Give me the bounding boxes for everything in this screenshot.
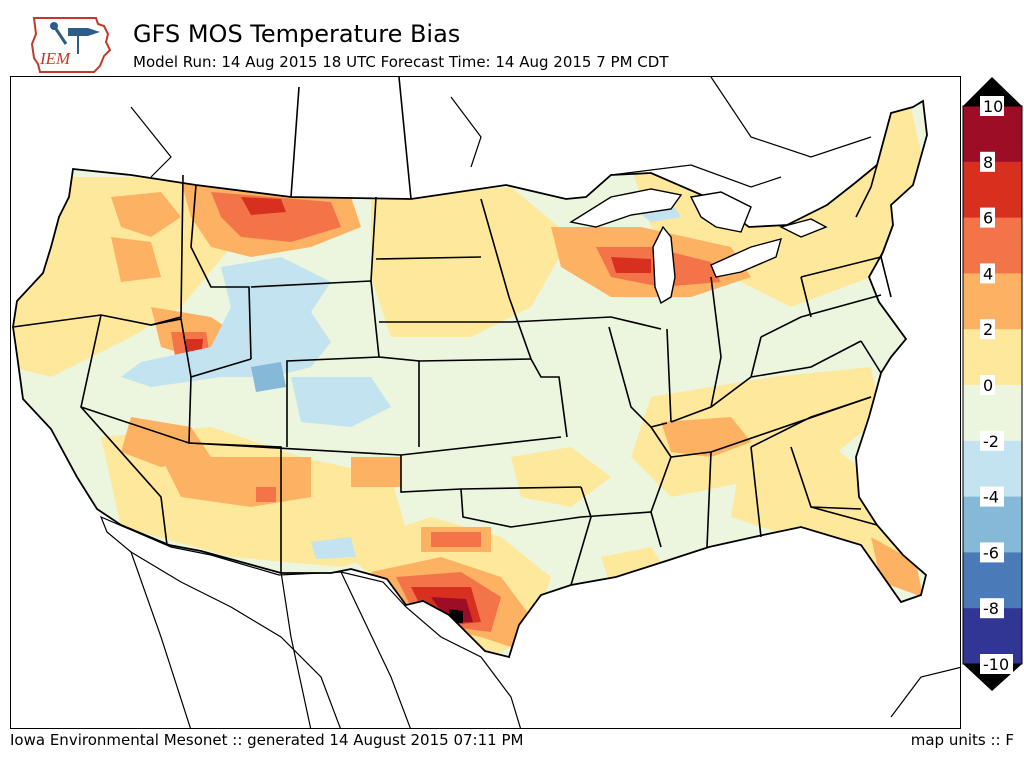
- us-outline: [12, 99, 928, 659]
- great-lakes: [569, 188, 828, 305]
- colorbar-graphic: 10 8 6 4 2 0 -2 -4 -6 -8 -10: [962, 77, 1023, 691]
- colorbar-tick-label: -2: [983, 432, 999, 451]
- colorbar-tick-label: -10: [983, 655, 1009, 674]
- logo-text: IEM: [39, 49, 71, 68]
- colorbar-tick-label: 8: [983, 153, 993, 172]
- country-borders: [130, 77, 960, 728]
- colorbar-tick-label: -8: [983, 599, 999, 618]
- state-boundaries: [12, 77, 894, 586]
- colorbar-over-arrow: [963, 77, 1022, 106]
- colorbar: 10 8 6 4 2 0 -2 -4 -6 -8 -10: [962, 76, 1024, 692]
- map-panel: [10, 76, 961, 729]
- colorbar-tick-label: 4: [983, 264, 993, 283]
- colorbar-tick-label: 2: [983, 320, 993, 339]
- map-units: map units :: F: [910, 731, 1014, 749]
- colorbar-tick-label: -6: [983, 543, 999, 562]
- colorbar-tick-label: -4: [983, 488, 999, 507]
- bias-map: [12, 77, 960, 728]
- colorbar-tick-label: 0: [983, 376, 993, 395]
- bias-contours: [13, 101, 927, 657]
- colorbar-tick-label: 6: [983, 209, 993, 228]
- page-title: GFS MOS Temperature Bias: [133, 20, 461, 48]
- footer-credit: Iowa Environmental Mesonet :: generated …: [10, 731, 524, 749]
- iem-logo: IEM: [30, 14, 120, 76]
- colorbar-tick-label: 10: [983, 97, 1003, 116]
- page-subtitle: Model Run: 14 Aug 2015 18 UTC Forecast T…: [133, 53, 669, 71]
